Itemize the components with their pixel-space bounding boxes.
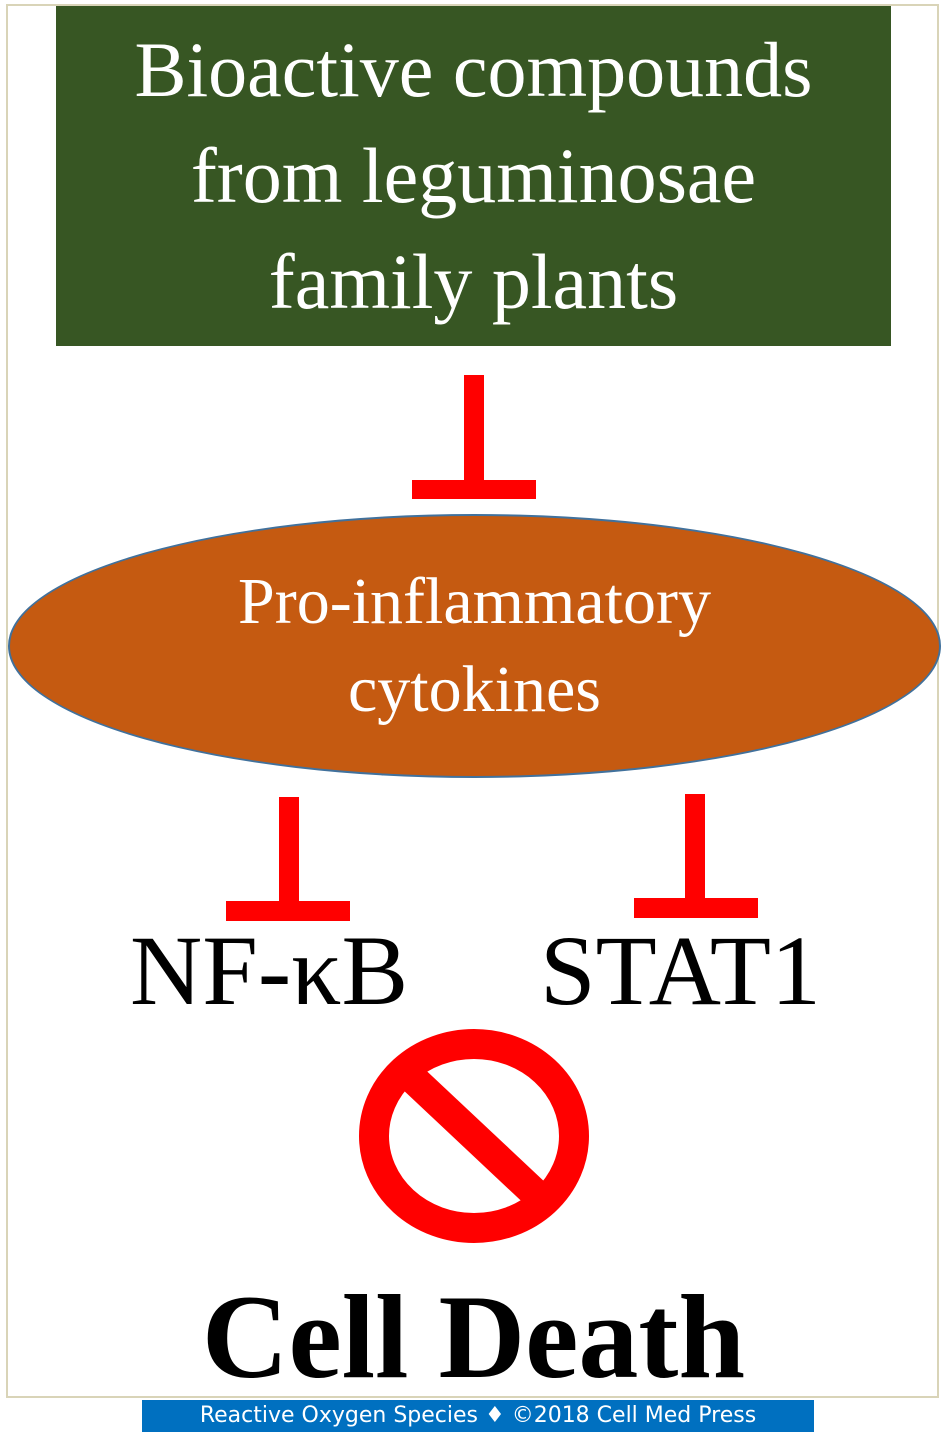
inhibition-arrow-nfkb xyxy=(226,797,350,921)
bioactive-compounds-text: Bioactive compounds from leguminosae fam… xyxy=(134,26,813,325)
cell-death-label: Cell Death xyxy=(201,1270,746,1403)
cytokines-ellipse: Pro-inflammatory cytokines xyxy=(8,514,941,778)
cytokines-text: Pro-inflammatory cytokines xyxy=(238,565,711,726)
inhibition-arrow-compounds xyxy=(412,375,536,499)
figure-frame xyxy=(6,4,939,1398)
journal-footer: Reactive Oxygen Species ♦ ©2018 Cell Med… xyxy=(142,1400,814,1432)
no-sign-icon xyxy=(359,1029,589,1243)
nfkb-label: NF-κB xyxy=(130,915,409,1026)
stat1-label: STAT1 xyxy=(540,915,821,1026)
inhibition-arrow-stat1 xyxy=(634,794,758,918)
bioactive-compounds-box: Bioactive compounds from leguminosae fam… xyxy=(56,6,891,346)
